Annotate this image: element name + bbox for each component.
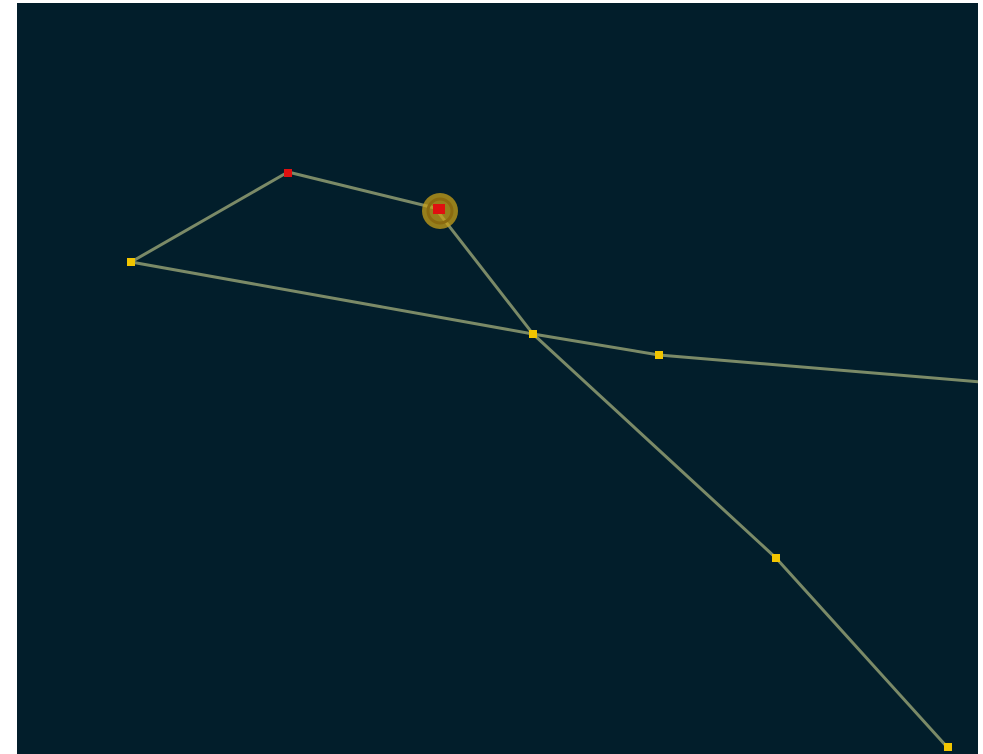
selection-ring-inner — [426, 197, 454, 225]
waypoint-marker[interactable] — [944, 743, 952, 751]
waypoint-marker[interactable] — [529, 330, 537, 338]
map-background — [17, 3, 978, 754]
enemy-unit[interactable] — [284, 169, 292, 177]
route-path-upper — [129, 170, 978, 384]
waypoint-marker[interactable] — [655, 351, 663, 359]
waypoint-marker[interactable] — [772, 554, 780, 562]
enemy-unit-selected[interactable] — [433, 204, 445, 214]
map-canvas[interactable] — [17, 3, 978, 754]
waypoint-marker[interactable] — [127, 258, 135, 266]
route-path-diagonal — [433, 206, 950, 750]
game-viewport[interactable] — [17, 3, 978, 754]
